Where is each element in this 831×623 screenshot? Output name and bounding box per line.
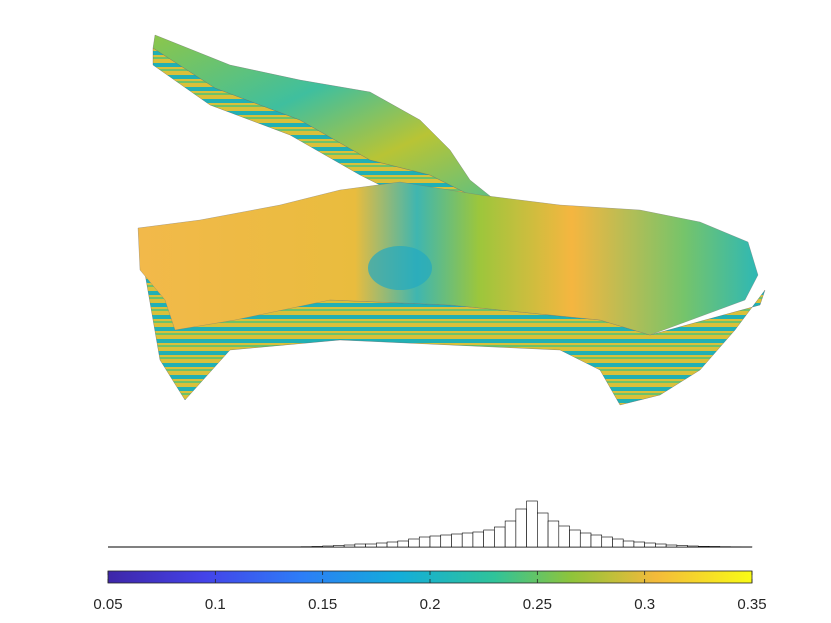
histogram-bar — [418, 536, 431, 548]
colorbar-tick-label: 0.25 — [523, 596, 552, 613]
histogram-bar — [644, 542, 656, 548]
histogram-bar — [429, 535, 442, 548]
histogram-bar — [708, 546, 721, 548]
histogram-bar — [569, 529, 581, 548]
histogram-bar — [558, 525, 570, 548]
histogram-bar — [451, 533, 463, 548]
histogram-bar — [376, 542, 388, 548]
histogram-bar — [397, 540, 409, 548]
histogram-bar — [440, 534, 452, 548]
histogram-bar — [483, 529, 495, 548]
histogram-bar — [343, 544, 356, 548]
histogram-bar — [386, 541, 399, 548]
histogram-bar — [698, 545, 710, 548]
histogram-bar — [612, 538, 624, 548]
histogram-bar — [622, 540, 635, 548]
histogram-bar — [633, 541, 645, 548]
histogram-bar — [333, 545, 345, 548]
histogram-bar — [504, 520, 517, 548]
histogram-bar — [472, 531, 484, 548]
histogram-bar — [547, 520, 560, 548]
histogram-bar — [365, 543, 377, 548]
body-top — [137, 181, 759, 336]
histogram-bar — [601, 536, 613, 548]
histogram-bar — [687, 545, 699, 548]
histogram-bar — [590, 534, 603, 548]
colorbar-tick-label: 0.1 — [205, 596, 226, 613]
histogram-bar — [579, 532, 592, 548]
colorbar-tick-label: 0.2 — [420, 596, 441, 613]
histogram-bar — [515, 508, 527, 548]
histogram-bar — [676, 545, 688, 548]
colorbar-tick-label: 0.3 — [634, 596, 655, 613]
branch-top — [152, 34, 496, 201]
histogram-bar — [461, 532, 474, 548]
low-porosity-patch — [368, 246, 432, 290]
histogram-bar — [408, 538, 420, 548]
reservoir-model — [137, 34, 766, 406]
histogram-bar — [655, 543, 667, 548]
histogram-bar — [537, 512, 549, 548]
colorbar-tick-label: 0.05 — [93, 596, 122, 613]
colorbar-tick-label: 0.35 — [737, 596, 766, 613]
histogram-bar — [494, 526, 506, 548]
histogram-bar — [311, 546, 323, 548]
histogram-bar — [526, 500, 538, 548]
histogram-bar — [322, 545, 334, 548]
histogram-bar — [354, 543, 366, 548]
colorbar-tick-label: 0.15 — [308, 596, 337, 613]
histogram-bar — [665, 544, 678, 548]
